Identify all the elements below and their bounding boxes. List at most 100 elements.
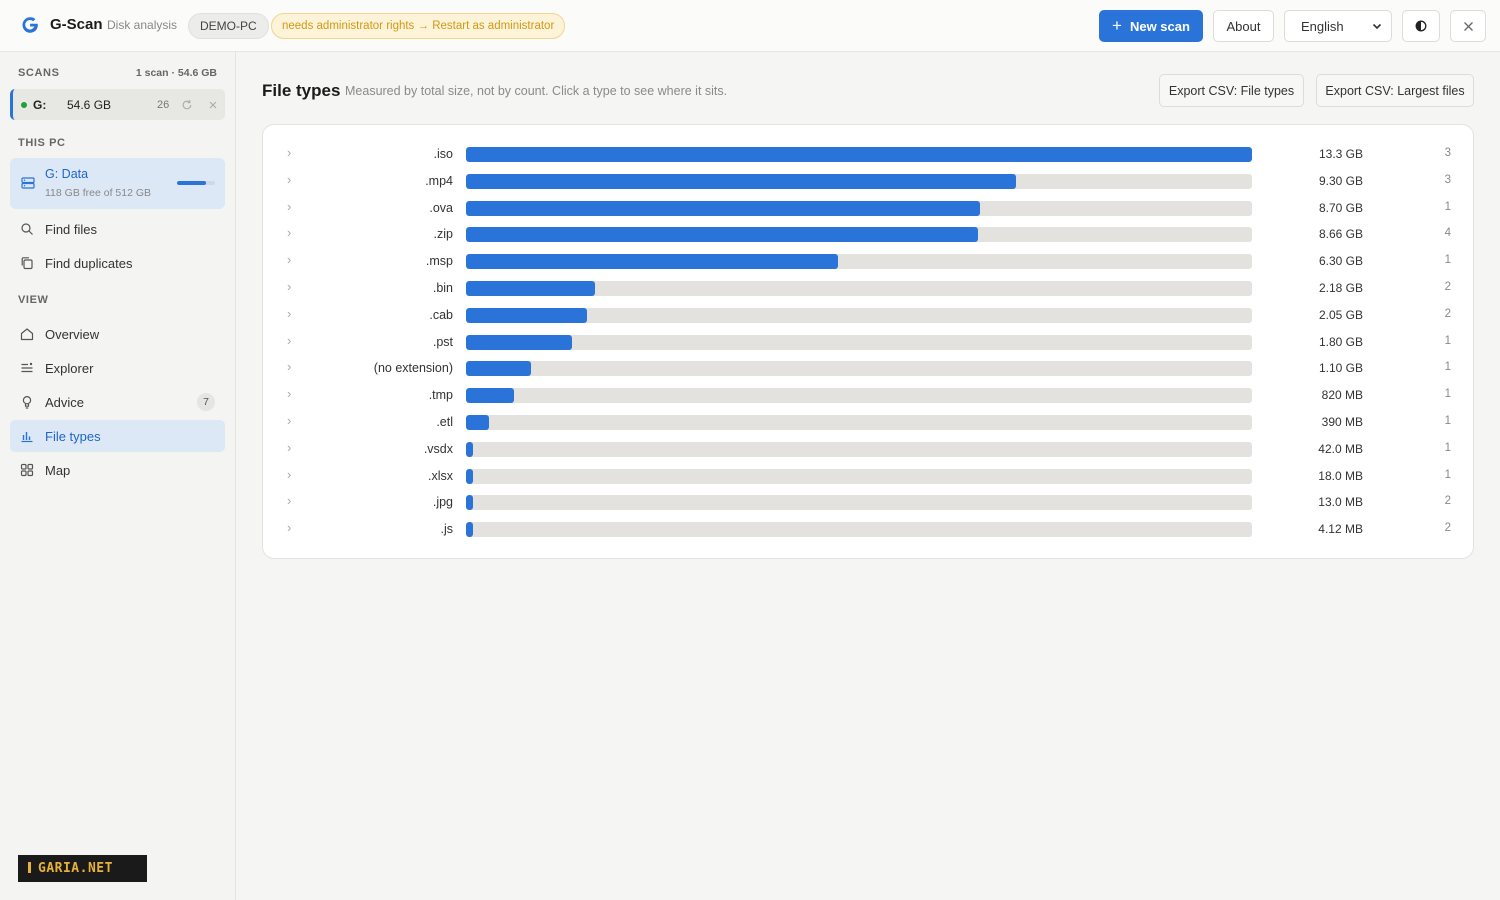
chevron-right-icon[interactable]: ›	[287, 520, 292, 536]
size-bar	[466, 227, 978, 243]
drive-card-g[interactable]: G: Data 118 GB free of 512 GB	[10, 158, 225, 209]
size-bar	[466, 415, 490, 430]
top-bar: G-Scan Disk analysis DEMO-PC needs admin…	[0, 0, 1500, 52]
file-type-row[interactable]: › .msp 6.30 GB 1	[263, 249, 1475, 276]
chevron-right-icon[interactable]: ›	[287, 225, 292, 241]
drive-usage-fill	[177, 181, 207, 185]
chevron-right-icon[interactable]: ›	[287, 171, 292, 187]
size-bar-track	[466, 495, 1252, 511]
plus-icon: +	[1112, 15, 1122, 35]
copy-icon	[21, 257, 33, 270]
nav-label: Map	[45, 463, 71, 478]
file-type-size: 6.30 GB	[1318, 254, 1363, 269]
file-type-size: 1.80 GB	[1318, 334, 1363, 349]
theme-toggle-button[interactable]	[1402, 10, 1440, 42]
nav-label: Find files	[45, 222, 98, 237]
nav-map[interactable]: Map	[10, 454, 225, 486]
file-type-count: 3	[1444, 147, 1451, 159]
scan-item-g[interactable]: G: 54.6 GB 26	[10, 89, 225, 120]
file-type-row[interactable]: › .iso 13.3 GB 3	[263, 142, 1475, 169]
file-type-extension: .msp	[425, 254, 453, 269]
chevron-right-icon[interactable]: ›	[287, 413, 292, 428]
remove-scan-icon[interactable]	[208, 100, 218, 110]
language-value: English	[1301, 18, 1344, 34]
chevron-right-icon[interactable]: ›	[287, 359, 292, 375]
drive-icon	[21, 177, 35, 189]
chevron-right-icon[interactable]: ›	[287, 493, 292, 509]
refresh-icon[interactable]	[181, 99, 193, 111]
nav-advice[interactable]: Advice 7	[10, 386, 225, 418]
file-type-row[interactable]: › .tmp 820 MB 1	[263, 383, 1475, 410]
file-type-row[interactable]: › .vsdx 42.0 MB 1	[263, 437, 1475, 464]
file-type-size: 2.18 GB	[1318, 281, 1363, 295]
file-type-count: 2	[1444, 281, 1451, 293]
file-type-row[interactable]: › .mp4 9.30 GB 3	[263, 169, 1475, 196]
file-type-row[interactable]: › .zip 8.66 GB 4	[263, 222, 1475, 249]
size-bar	[466, 522, 473, 538]
file-type-extension: .mp4	[425, 173, 453, 188]
close-button[interactable]	[1450, 10, 1486, 42]
chevron-right-icon[interactable]: ›	[287, 252, 292, 268]
export-largest-files-button[interactable]: Export CSV: Largest files	[1316, 74, 1474, 107]
chevron-right-icon[interactable]: ›	[287, 332, 292, 348]
app-logo-icon	[22, 17, 38, 33]
home-icon	[20, 328, 34, 341]
chevron-right-icon[interactable]: ›	[287, 145, 292, 160]
nav-overview[interactable]: Overview	[10, 318, 225, 350]
lightbulb-icon	[22, 395, 32, 409]
chevron-right-icon[interactable]: ›	[287, 386, 292, 402]
size-bar	[466, 307, 588, 323]
nav-explorer[interactable]: Explorer	[10, 352, 225, 384]
language-select[interactable]: English	[1284, 10, 1392, 42]
file-type-count: 1	[1444, 254, 1451, 267]
file-type-extension: .pst	[432, 334, 453, 349]
size-bar	[466, 281, 595, 296]
file-type-row[interactable]: › .ova 8.70 GB 1	[263, 196, 1475, 223]
export-largest-files-label: Export CSV: Largest files	[1325, 83, 1465, 98]
size-bar	[466, 334, 573, 350]
file-type-row[interactable]: › .etl 390 MB 1	[263, 410, 1475, 437]
about-button[interactable]: About	[1213, 10, 1274, 42]
nav-file-types[interactable]: File types	[10, 420, 225, 452]
file-type-row[interactable]: › .pst 1.80 GB 1	[263, 330, 1475, 357]
chevron-right-icon[interactable]: ›	[287, 439, 292, 455]
file-type-row[interactable]: › .jpg 13.0 MB 2	[263, 490, 1475, 517]
file-type-row[interactable]: › .bin 2.18 GB 2	[263, 276, 1475, 303]
size-bar	[466, 147, 1252, 162]
file-types-chart: › .iso 13.3 GB 3 › .mp4 9.30 GB 3 › .ova 8.70 GB 1 ›…	[262, 124, 1474, 559]
file-type-row[interactable]: › .js 4.12 MB 2	[263, 517, 1475, 544]
export-file-types-button[interactable]: Export CSV: File types	[1159, 74, 1304, 107]
new-scan-label: New scan	[1129, 18, 1190, 34]
size-bar	[466, 361, 531, 377]
advice-count-badge: 7	[197, 393, 215, 411]
admin-warning-link[interactable]: needs administrator rights → Restart as …	[271, 13, 566, 39]
new-scan-button[interactable]: + New scan	[1099, 10, 1203, 42]
nav-label: Advice	[45, 395, 85, 410]
file-type-size: 13.3 GB	[1318, 147, 1363, 161]
file-type-extension: .iso	[433, 147, 453, 161]
size-bar	[466, 173, 1016, 189]
sidebar: SCANS 1 scan · 54.6 GB G: 54.6 GB 26 THI…	[0, 52, 236, 900]
file-type-row[interactable]: › .cab 2.05 GB 2	[263, 303, 1475, 330]
nav-label: Overview	[45, 327, 100, 342]
file-type-count: 1	[1444, 415, 1451, 427]
chevron-right-icon[interactable]: ›	[287, 198, 292, 214]
file-type-size: 820 MB	[1321, 388, 1363, 403]
size-bar	[466, 254, 839, 270]
file-type-extension: .etl	[436, 415, 453, 429]
chevron-right-icon[interactable]: ›	[287, 279, 292, 294]
chevron-right-icon[interactable]: ›	[287, 466, 292, 482]
file-type-row[interactable]: › .xlsx 18.0 MB 1	[263, 464, 1475, 491]
chevron-right-icon[interactable]: ›	[287, 305, 292, 321]
close-icon	[1463, 21, 1473, 31]
size-bar-track	[466, 522, 1252, 538]
watermark-logo: GARIA.NET	[18, 855, 147, 882]
bar-chart-icon	[21, 432, 33, 443]
watermark-text: GARIA.NET	[38, 861, 113, 876]
file-type-row[interactable]: › (no extension) 1.10 GB 1	[263, 356, 1475, 383]
size-bar-track	[466, 361, 1252, 377]
nav-find-files[interactable]: Find files	[10, 213, 225, 245]
file-type-size: 2.05 GB	[1318, 307, 1363, 322]
size-bar-track	[466, 147, 1252, 162]
nav-find-duplicates[interactable]: Find duplicates	[10, 247, 225, 279]
